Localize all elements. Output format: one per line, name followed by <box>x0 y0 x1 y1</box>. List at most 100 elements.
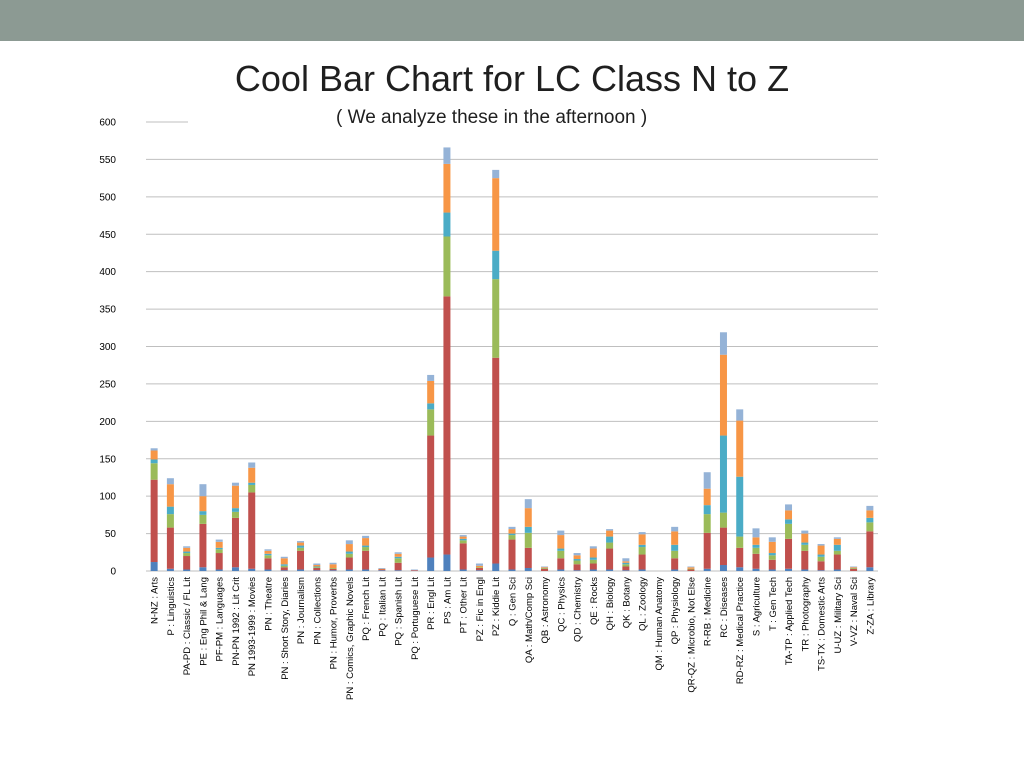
bar-segment <box>704 533 711 569</box>
x-category-label: QR-QZ : Microbio, Not Else <box>686 577 697 693</box>
bar-segment <box>427 375 434 381</box>
bar-segment <box>541 569 548 571</box>
y-axis-ticks: 050100150200250300350400450500550600 <box>99 118 116 578</box>
bar-segment <box>313 565 320 567</box>
bar-segment <box>476 568 483 570</box>
bar-segment <box>639 570 646 572</box>
bar-segment <box>378 570 385 571</box>
bar-segment <box>281 567 288 570</box>
bar-segment <box>590 546 597 548</box>
bar-segment <box>736 567 743 571</box>
y-tick-label: 350 <box>99 305 116 316</box>
bar-segment <box>720 436 727 513</box>
bar-segment <box>297 546 304 548</box>
bar-segment <box>330 563 337 565</box>
y-tick-label: 550 <box>99 155 116 166</box>
bar-segment <box>509 570 516 572</box>
x-category-label: PA-PD : Classic / FL Lit <box>182 577 193 676</box>
bar-segment <box>476 564 483 566</box>
x-axis-labels: N-NZ : Arts P : Linguistics PA-PD : Classi… <box>150 577 877 700</box>
bar-segment <box>834 539 841 545</box>
bar-segment <box>346 570 353 572</box>
bar-segment <box>427 409 434 435</box>
bar-segment <box>785 519 792 523</box>
bar-segment <box>378 568 385 569</box>
bar-segment <box>850 567 857 568</box>
bar-segment <box>639 545 646 547</box>
bar-segment <box>313 567 320 568</box>
bar-segment <box>753 537 760 544</box>
bar-segment <box>590 558 597 560</box>
bar-segment <box>557 558 564 569</box>
bar-segment <box>574 570 581 571</box>
bar-segment <box>443 164 450 213</box>
bar-segment <box>818 546 825 555</box>
bar-segment <box>427 403 434 409</box>
x-category-label: PN : Short Story, Diaries <box>280 577 291 680</box>
bar-segment <box>866 522 873 531</box>
bar-segment <box>167 514 174 527</box>
bar-segment <box>606 543 613 549</box>
x-category-label: PN : Journalism <box>296 577 307 644</box>
x-category-label: QB : Astronomy <box>540 577 551 644</box>
x-category-label: QA : Math/Comp Sci <box>524 577 535 663</box>
bar-segment <box>574 553 581 555</box>
bar-segment <box>866 531 873 567</box>
bar-segment <box>183 552 190 554</box>
x-category-label: U-UZ : Military Sci <box>833 577 844 654</box>
bar-segment <box>541 567 548 568</box>
bar-segment <box>199 524 206 567</box>
x-category-label: PQ : Portuguese Lit <box>410 577 421 660</box>
bar-segment <box>801 545 808 551</box>
bar-segment <box>330 568 337 569</box>
bar-segment <box>346 558 353 570</box>
bar-segment <box>167 478 174 484</box>
bar-segment <box>199 484 206 496</box>
bar-segment <box>281 570 288 571</box>
bar-segment <box>509 527 516 529</box>
bar-segment <box>606 537 613 543</box>
bar-segment <box>720 528 727 565</box>
bar-segment <box>671 551 678 558</box>
bar-segment <box>297 551 304 570</box>
x-category-label: PS : Am Lit <box>442 577 453 624</box>
bar-segment <box>216 542 223 548</box>
bar-segment <box>362 551 369 570</box>
bar-segment <box>265 549 272 551</box>
bar-segment <box>151 463 158 479</box>
bar-segment <box>183 553 190 556</box>
bar-segment <box>281 557 288 559</box>
bar-segment <box>639 532 646 534</box>
bar-segment <box>216 540 223 542</box>
bar-segment <box>590 570 597 572</box>
bar-segment <box>460 539 467 541</box>
bar-segment <box>265 551 272 554</box>
bar-segment <box>785 569 792 571</box>
bar-segment <box>362 546 369 548</box>
bar-segment <box>265 570 272 572</box>
bar-segment <box>151 451 158 460</box>
x-category-label: PN : Humor, Proverbs <box>329 577 340 670</box>
bar-segment <box>509 529 516 533</box>
bar-segment <box>232 486 239 508</box>
bar-segment <box>866 510 873 517</box>
bar-segment <box>443 237 450 297</box>
bar-segment <box>330 569 337 571</box>
bar-segment <box>378 569 385 570</box>
x-category-label: TA-TP : Applied Tech <box>784 577 795 665</box>
bar-segment <box>525 499 532 508</box>
bar-segment <box>769 570 776 572</box>
bar-segment <box>639 555 646 570</box>
x-category-label: RC : Diseases <box>719 577 730 638</box>
bar-segment <box>818 557 825 561</box>
bar-segment <box>720 332 727 354</box>
bar-segment <box>281 564 288 566</box>
bar-segment <box>818 561 825 570</box>
bar-segment <box>199 496 206 511</box>
bar-segment <box>525 508 532 527</box>
bar-segment <box>687 567 694 568</box>
bar-segment <box>622 570 629 571</box>
x-category-label: P : Linguistics <box>166 577 177 636</box>
bar-segment <box>313 564 320 566</box>
bar-segment <box>639 534 646 544</box>
